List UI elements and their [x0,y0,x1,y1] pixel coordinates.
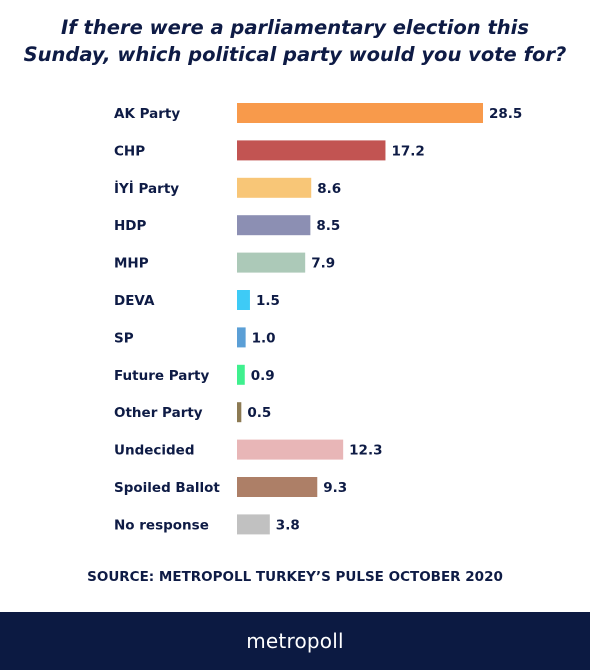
category-label-deva: DEVA [114,293,155,309]
value-label-other-party: 0.5 [247,405,271,421]
bar-chp [237,140,386,161]
value-label-deva: 1.5 [256,293,280,309]
bar-deva [237,290,250,310]
value-label-mhp: 7.9 [311,256,335,272]
category-label-other-party: Other Party [114,405,203,421]
bar-hdp [237,215,311,236]
bar-undecided [237,439,344,460]
bar-ak-party [237,103,483,123]
chart-title-line-2: Sunday, which political party would you … [23,43,567,66]
value-label-ak-party: 28.5 [489,106,522,122]
value-label-i-yi-party: 8.6 [317,181,341,197]
category-label-future-party: Future Party [114,368,209,384]
bar-sp [237,327,246,348]
category-label-mhp: MHP [114,256,149,272]
footer-bar: metropoll [0,612,590,670]
bar-spoiled-ballot [237,477,318,497]
bar-future-party [237,364,245,385]
bar-i-yi-party [237,177,312,198]
chart-title-line-1: If there were a parliamentary election t… [61,16,529,39]
value-label-no-response: 3.8 [276,517,300,533]
bar-mhp [237,252,306,273]
bar-chart: AK Party 28.5 CHP 17.2 İYİ Party 8.6 HDP 8.5 MHP… [114,103,522,535]
value-label-undecided: 12.3 [349,443,382,459]
category-label-chp: CHP [114,143,145,159]
bar-no-response [237,514,270,535]
category-label-ak-party: AK Party [114,106,180,122]
value-label-spoiled-ballot: 9.3 [323,480,347,496]
value-label-hdp: 8.5 [316,218,340,234]
chart-title: If there were a parliamentary election t… [0,14,590,68]
category-label-no-response: No response [114,517,209,533]
value-label-future-party: 0.9 [251,368,275,384]
category-label-sp: SP [114,330,134,346]
category-label-undecided: Undecided [114,443,195,459]
value-label-sp: 1.0 [252,330,276,346]
bar-other-party [237,402,242,423]
brand-logo: metropoll [246,629,344,653]
category-label-hdp: HDP [114,218,147,234]
category-label-i-yi-party: İYİ Party [114,180,179,197]
source-note: SOURCE: METROPOLL TURKEY’S PULSE OCTOBER… [87,569,503,585]
value-label-chp: 17.2 [391,143,424,159]
category-label-spoiled-ballot: Spoiled Ballot [114,480,220,496]
